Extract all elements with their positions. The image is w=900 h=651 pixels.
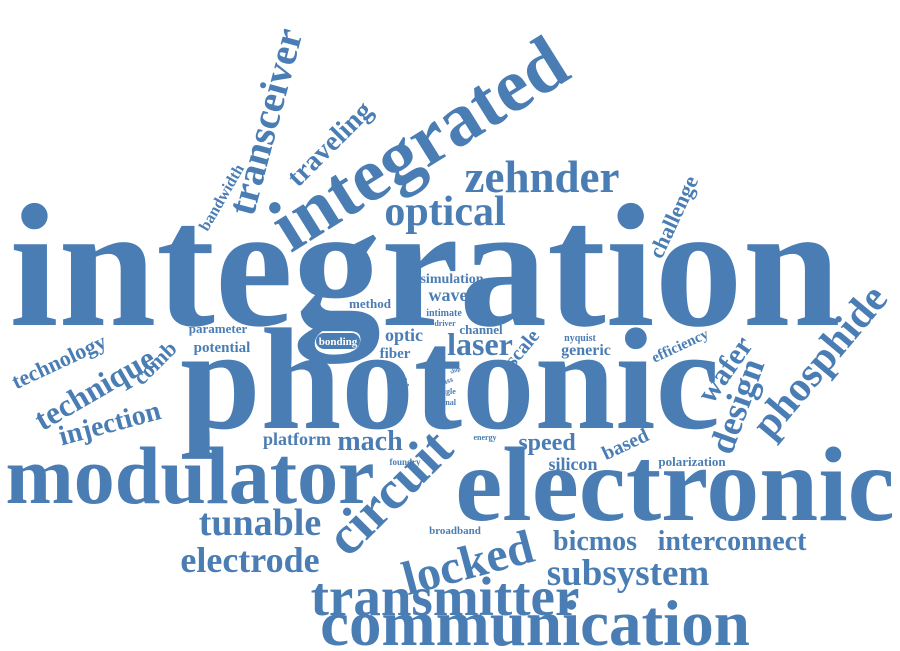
word: photonic [180, 300, 720, 460]
word: energy [473, 433, 496, 442]
word: communication [320, 588, 750, 651]
word: silicon [548, 454, 597, 474]
word: wave [429, 285, 468, 305]
word: potential [194, 340, 251, 356]
word: nyquist [564, 333, 596, 344]
word: driver [434, 319, 456, 328]
word: concept [399, 378, 409, 408]
word: platform [263, 429, 331, 449]
word: signal [436, 398, 457, 407]
word: method [349, 296, 392, 311]
word: intimate [426, 308, 462, 319]
word: electronic [455, 426, 894, 543]
word: subsystem [547, 553, 710, 594]
word: mach [337, 426, 403, 457]
word: laser [447, 326, 513, 362]
word: fiber [380, 346, 411, 362]
word: foundry [389, 457, 421, 467]
word: speed [518, 430, 576, 456]
word: optical [384, 189, 505, 235]
word: modulator [6, 430, 375, 521]
word: bonding [319, 336, 358, 348]
bonding-badge [316, 333, 360, 349]
word: optic [385, 325, 423, 345]
word: interconnect [658, 526, 807, 557]
word: parameter [189, 321, 248, 336]
word: tunable [199, 502, 321, 544]
word: simulation [420, 272, 483, 287]
word: integration [9, 169, 840, 364]
word: electrode [180, 540, 319, 580]
word: channel [459, 322, 503, 337]
word: transmitter [311, 566, 580, 627]
word: generic [561, 342, 611, 359]
word: zehnder [465, 152, 620, 202]
word: polarization [658, 454, 726, 469]
word: ship [450, 366, 463, 376]
word: single [436, 387, 456, 396]
word: broadband [429, 525, 481, 537]
word: bicmos [553, 526, 637, 557]
